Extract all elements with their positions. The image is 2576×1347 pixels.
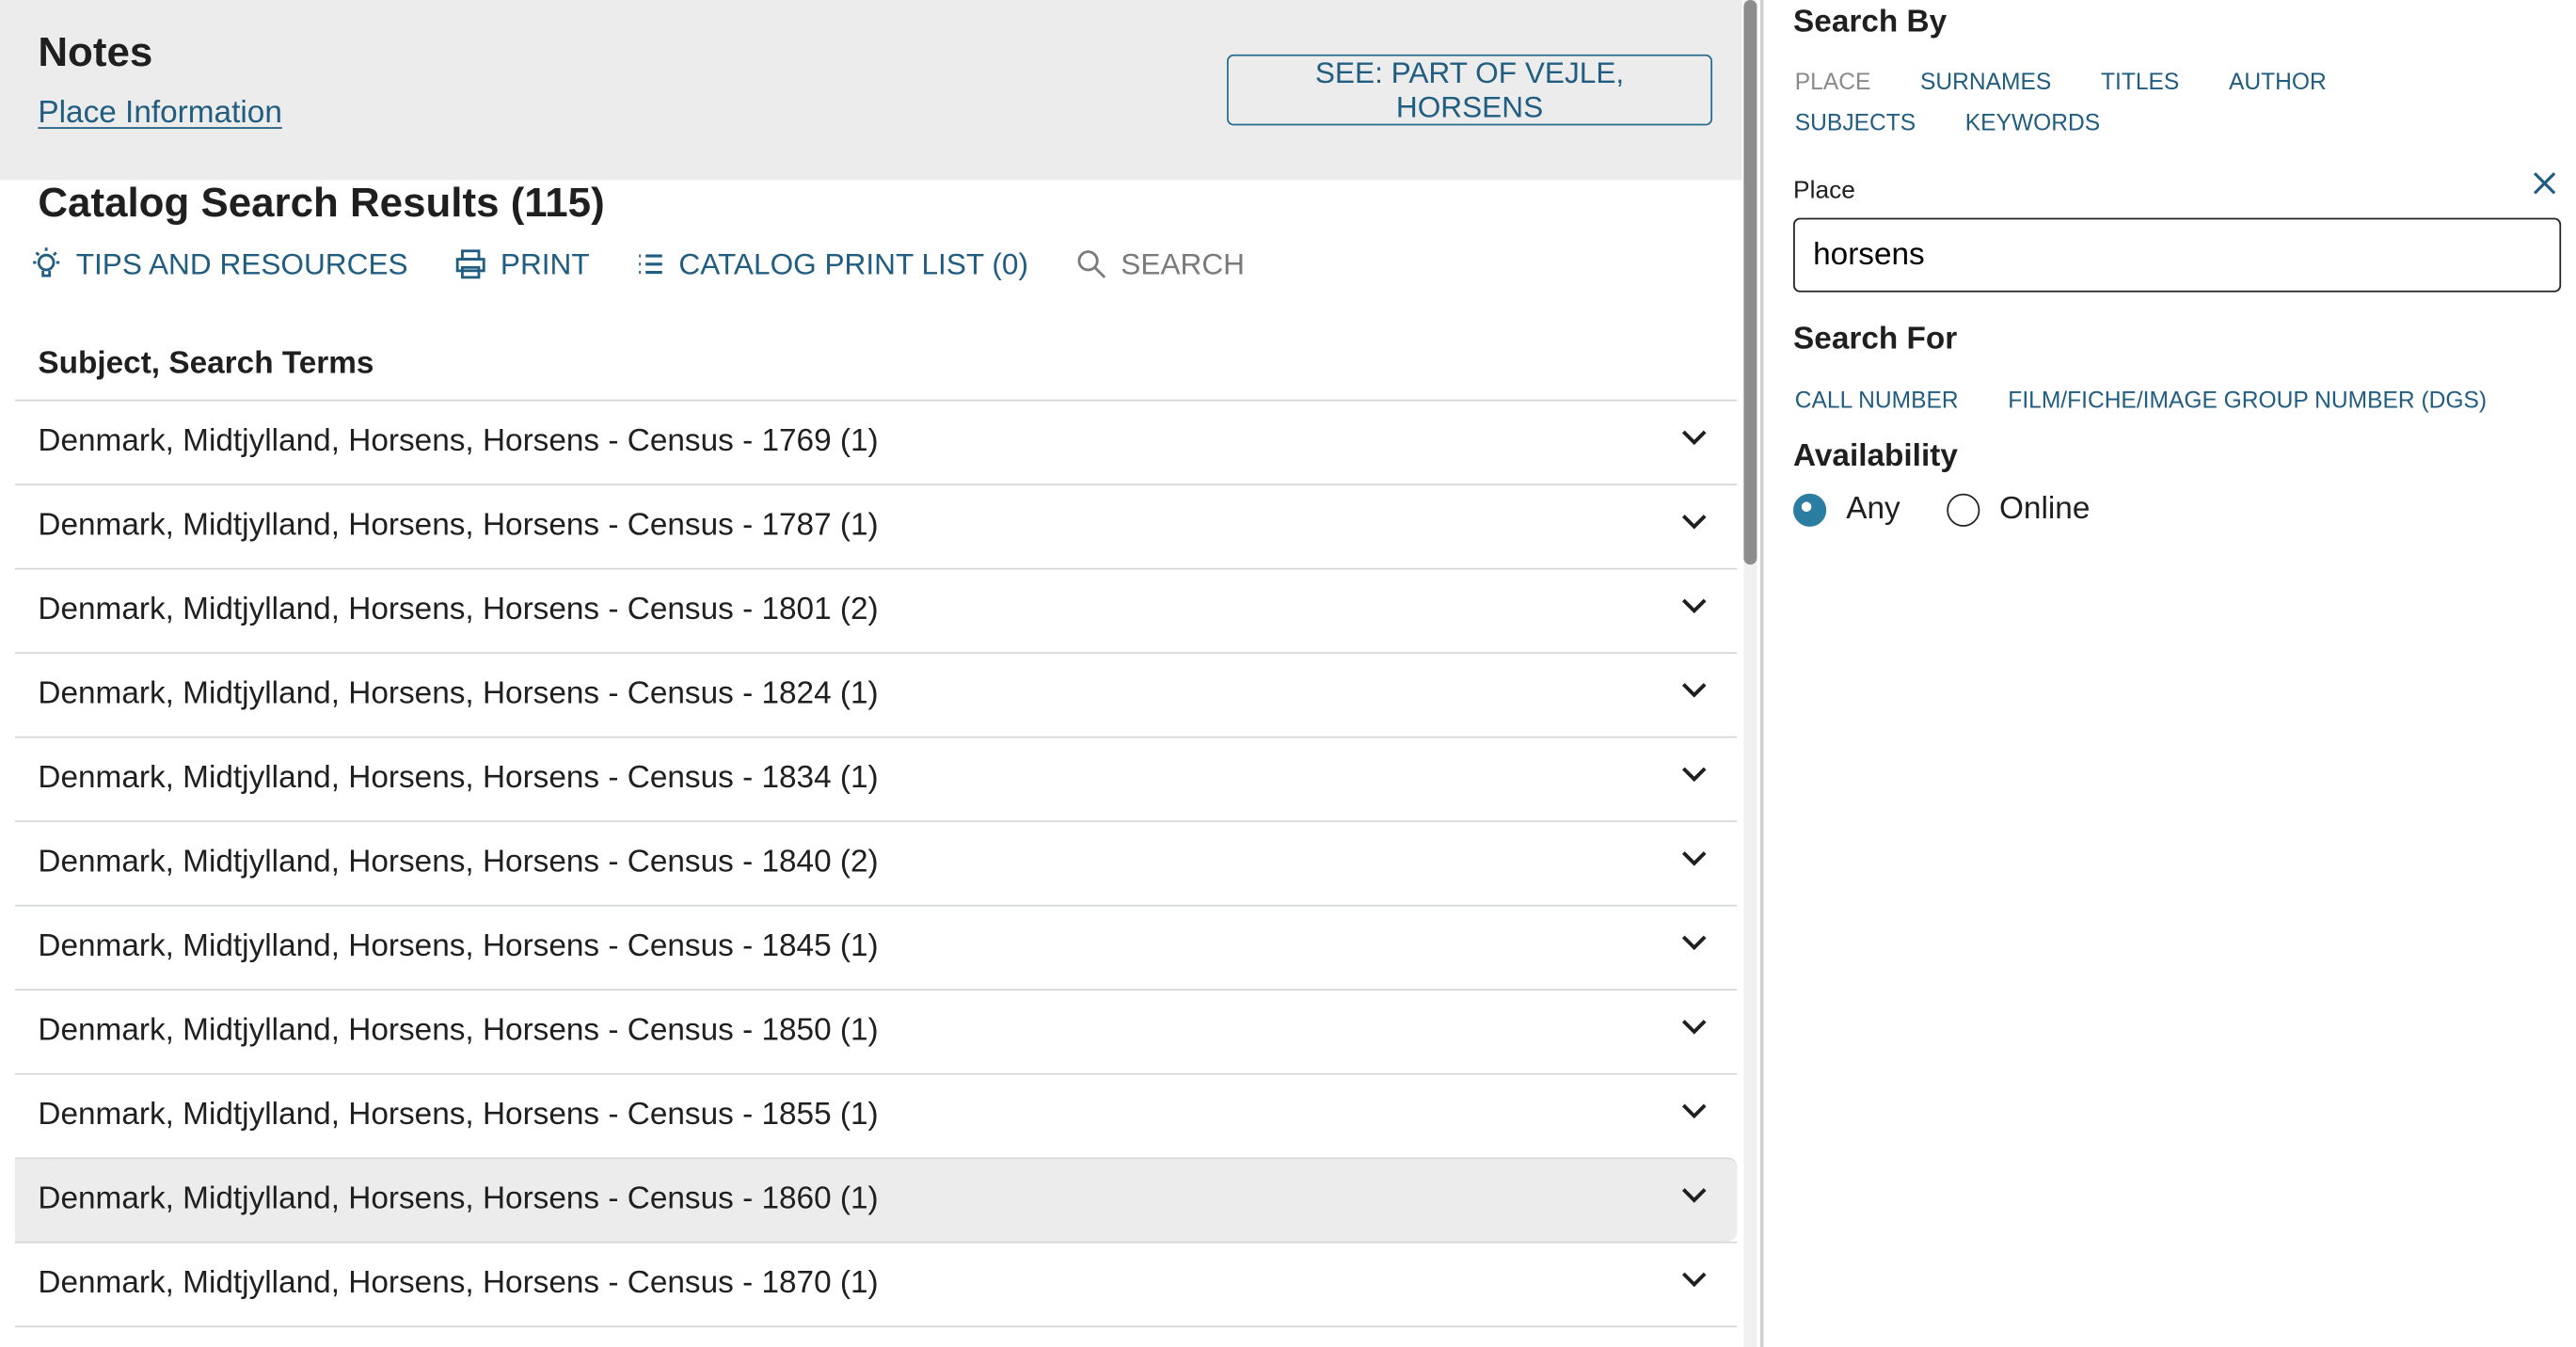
chevron-down-icon[interactable] (1681, 1019, 1708, 1036)
search-button[interactable]: SEARCH (1074, 246, 1245, 281)
chevron-down-icon[interactable] (1681, 934, 1708, 951)
result-row[interactable]: Denmark, Midtjylland, Horsens, Horsens -… (14, 1072, 1738, 1158)
result-row-label: Denmark, Midtjylland, Horsens, Horsens -… (38, 1013, 879, 1049)
subject-header: Subject, Search Terms (38, 346, 374, 382)
tips-and-resources-button[interactable]: TIPS AND RESOURCES (30, 246, 408, 283)
result-row[interactable]: Denmark, Midtjylland, Horsens, Horsens -… (14, 1241, 1738, 1326)
see-part-of-button[interactable]: SEE: PART OF VEJLE, HORSENS (1227, 54, 1713, 126)
catalog-print-list-button[interactable]: CATALOG PRINT LIST (0) (636, 246, 1028, 281)
search-icon (1077, 250, 1105, 278)
tab-surnames[interactable]: SURNAMES (1920, 67, 2052, 95)
result-row[interactable]: Denmark, Midtjylland, Horsens, Horsens -… (14, 399, 1738, 484)
result-row-label: Denmark, Midtjylland, Horsens, Horsens -… (38, 676, 879, 712)
result-row-label: Denmark, Midtjylland, Horsens, Horsens -… (38, 424, 879, 459)
result-row[interactable]: Denmark, Midtjylland, Horsens, Horsens -… (14, 483, 1738, 568)
search-for-options: CALL NUMBER FILM/FICHE/IMAGE GROUP NUMBE… (1795, 387, 2536, 413)
notes-title: Notes (38, 29, 153, 76)
tab-keywords[interactable]: KEYWORDS (1964, 108, 2101, 135)
chevron-down-icon[interactable] (1681, 514, 1708, 531)
print-button[interactable]: PRINT (454, 246, 590, 281)
result-row-label: Denmark, Midtjylland, Horsens, Horsens -… (38, 508, 879, 544)
tab-subjects[interactable]: SUBJECTS (1794, 108, 1916, 135)
result-row-label: Denmark, Midtjylland, Horsens, Horsens -… (38, 1266, 879, 1302)
availability-title: Availability (1793, 438, 1958, 474)
result-row[interactable]: Denmark, Midtjylland, Horsens, Horsens -… (14, 820, 1738, 905)
results-pane: Notes Place Information SEE: PART OF VEJ… (0, 0, 1742, 1328)
place-information-link[interactable]: Place Information (38, 95, 282, 131)
result-row[interactable]: Denmark, Midtjylland, Horsens, Horsens -… (14, 567, 1738, 653)
chevron-down-icon[interactable] (1681, 429, 1708, 446)
result-row-label: Denmark, Midtjylland, Horsens, Horsens -… (38, 593, 879, 627)
result-row[interactable]: Denmark, Midtjylland, Horsens, Horsens -… (14, 736, 1738, 821)
chevron-down-icon[interactable] (1681, 1271, 1708, 1288)
list-icon (639, 254, 662, 275)
result-row-label: Denmark, Midtjylland, Horsens, Horsens -… (38, 1098, 879, 1133)
chevron-down-icon[interactable] (1681, 766, 1708, 783)
lightbulb-icon (33, 247, 60, 277)
search-for-title: Search For (1793, 322, 1958, 357)
result-row-label: Denmark, Midtjylland, Horsens, Horsens -… (38, 845, 879, 880)
scrollbar[interactable] (1743, 0, 1757, 1347)
tab-author[interactable]: AUTHOR (2228, 67, 2327, 95)
search-by-title: Search By (1793, 5, 1948, 40)
availability-radios: Any Online (1793, 492, 2090, 529)
result-row[interactable]: Denmark, Midtjylland, Horsens, Horsens -… (14, 904, 1738, 990)
tab-titles[interactable]: TITLES (2100, 67, 2180, 95)
chevron-down-icon[interactable] (1681, 1187, 1708, 1204)
result-row-label: Denmark, Midtjylland, Horsens, Horsens -… (38, 1181, 879, 1217)
result-row-label: Denmark, Midtjylland, Horsens, Horsens -… (38, 929, 879, 964)
call-number-link[interactable]: CALL NUMBER (1794, 386, 1959, 413)
radio-online[interactable] (1946, 493, 1980, 527)
radio-online-label[interactable]: Online (1998, 492, 2091, 527)
film-number-link[interactable]: FILM/FICHE/IMAGE GROUP NUMBER (DGS) (2008, 386, 2488, 413)
result-row[interactable]: Denmark, Midtjylland, Horsens, Horsens -… (14, 989, 1738, 1073)
place-input[interactable] (1793, 217, 2562, 293)
place-label: Place (1793, 176, 1855, 205)
list-end-divider (14, 1325, 1738, 1328)
chevron-down-icon[interactable] (1681, 682, 1708, 699)
page-title: Catalog Search Results (115) (38, 180, 605, 227)
result-row[interactable]: Denmark, Midtjylland, Horsens, Horsens -… (14, 1157, 1738, 1242)
search-by-tabs: PLACE SURNAMES TITLES AUTHOR SUBJECTS KEYWORD… (1795, 68, 2521, 135)
results-list: Denmark, Midtjylland, Horsens, Horsens -… (14, 399, 1738, 1328)
printer-icon (455, 249, 485, 279)
notes-section (0, 0, 1742, 181)
result-row[interactable]: Denmark, Midtjylland, Horsens, Horsens -… (14, 652, 1738, 737)
radio-any-label[interactable]: Any (1846, 492, 1900, 527)
radio-any[interactable] (1793, 493, 1827, 527)
result-row-label: Denmark, Midtjylland, Horsens, Horsens -… (38, 761, 879, 796)
chevron-down-icon[interactable] (1681, 1102, 1708, 1119)
divider (1759, 0, 1764, 1347)
chevron-down-icon[interactable] (1681, 597, 1708, 614)
close-icon[interactable] (2533, 172, 2556, 196)
chevron-down-icon[interactable] (1681, 850, 1708, 867)
toolbar: TIPS AND RESOURCES PRINT CATALOG PRINT L… (30, 246, 1292, 283)
tab-place[interactable]: PLACE (1794, 67, 1871, 95)
scrollbar-thumb[interactable] (1743, 0, 1757, 565)
